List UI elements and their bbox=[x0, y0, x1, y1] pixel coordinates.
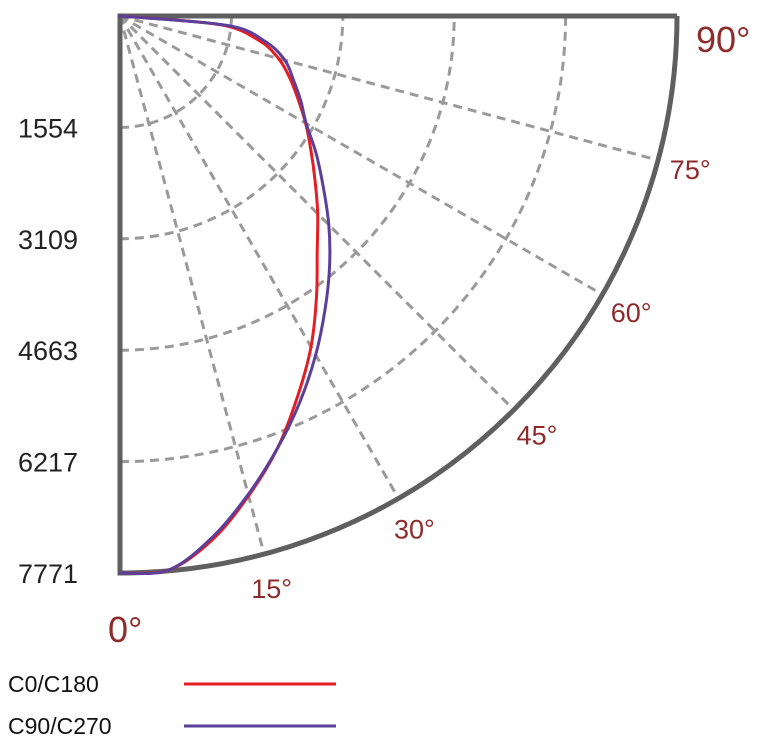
angle-tick-label: 30° bbox=[394, 515, 435, 545]
series-line-c90-c270 bbox=[118, 14, 332, 576]
radial-tick-labels: 1554 3109 4663 6217 7771 bbox=[18, 113, 78, 589]
legend: C0/C180 C90/C270 bbox=[8, 671, 336, 739]
grid-ray bbox=[119, 14, 604, 296]
radial-tick-label: 4663 bbox=[18, 336, 78, 366]
angle-tick-label: 60° bbox=[611, 298, 652, 328]
series-line-c0-c180 bbox=[118, 14, 320, 575]
legend-label: C90/C270 bbox=[8, 713, 112, 739]
angle-tick-labels: 0° 15° 30° 45° 60° 75° 90° bbox=[108, 19, 750, 650]
radial-tick-label: 7771 bbox=[18, 559, 78, 589]
radial-tick-label: 6217 bbox=[18, 448, 78, 478]
grid-rays bbox=[118, 14, 659, 555]
grid-ray bbox=[118, 15, 266, 555]
grid-ring bbox=[119, 15, 568, 464]
radial-tick-label: 3109 bbox=[18, 225, 78, 255]
angle-tick-label: 90° bbox=[696, 19, 750, 60]
angle-tick-label: 0° bbox=[108, 609, 142, 650]
grid-ray bbox=[118, 15, 400, 500]
legend-label: C0/C180 bbox=[8, 671, 99, 697]
radial-tick-label: 1554 bbox=[18, 113, 78, 143]
frame-outline bbox=[117, 13, 680, 576]
grid-ring bbox=[119, 15, 233, 129]
angle-tick-label: 15° bbox=[251, 574, 292, 604]
angle-tick-label: 75° bbox=[670, 155, 711, 185]
series-layer bbox=[118, 14, 332, 576]
chart-frame bbox=[117, 13, 680, 576]
angle-tick-label: 45° bbox=[517, 421, 558, 451]
grid-ray bbox=[119, 14, 659, 162]
grid-ring bbox=[119, 15, 345, 241]
